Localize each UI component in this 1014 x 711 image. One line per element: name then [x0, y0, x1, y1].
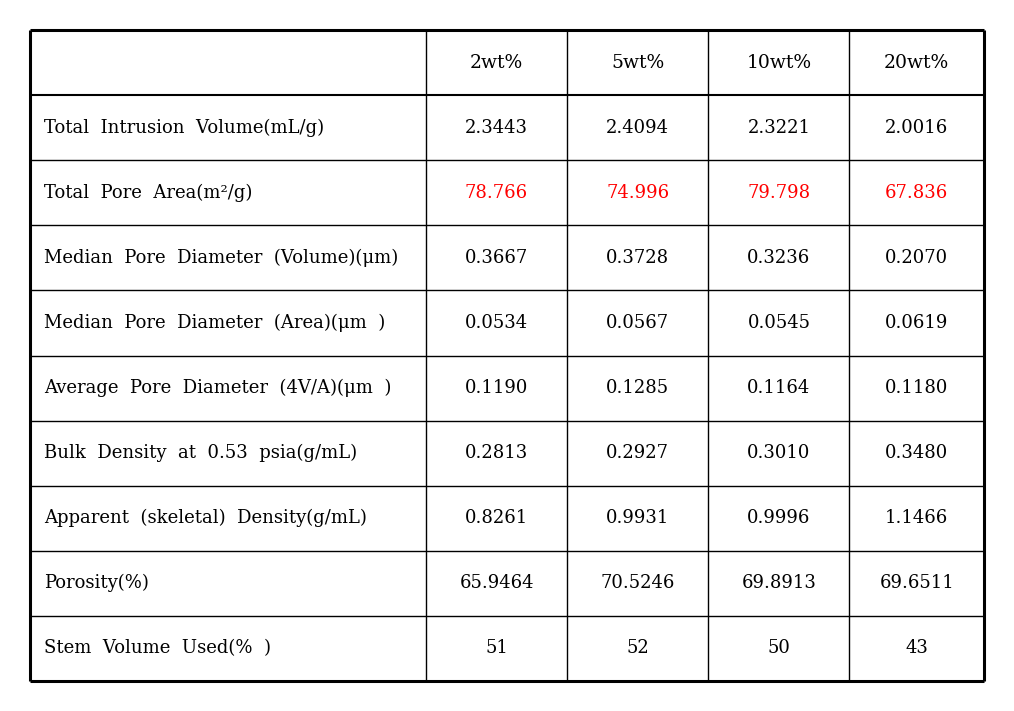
Text: 2.0016: 2.0016	[885, 119, 948, 137]
Text: Total  Pore  Area(m²/g): Total Pore Area(m²/g)	[44, 183, 252, 202]
Text: Average  Pore  Diameter  (4V/A)(μm  ): Average Pore Diameter (4V/A)(μm )	[44, 379, 391, 397]
Text: Total  Intrusion  Volume(mL/g): Total Intrusion Volume(mL/g)	[44, 119, 324, 137]
Text: 0.1164: 0.1164	[747, 379, 810, 397]
Text: 20wt%: 20wt%	[884, 53, 949, 72]
Text: 0.3728: 0.3728	[606, 249, 669, 267]
Text: 10wt%: 10wt%	[746, 53, 811, 72]
Text: 69.6511: 69.6511	[879, 574, 954, 592]
Text: 0.9931: 0.9931	[606, 509, 669, 528]
Text: 70.5246: 70.5246	[600, 574, 675, 592]
Text: 0.1190: 0.1190	[464, 379, 528, 397]
Text: 67.836: 67.836	[885, 183, 948, 202]
Text: 0.9996: 0.9996	[747, 509, 810, 528]
Text: 0.8261: 0.8261	[464, 509, 528, 528]
Text: 2.4094: 2.4094	[606, 119, 669, 137]
Text: Porosity(%): Porosity(%)	[44, 574, 149, 592]
Text: Stem  Volume  Used(%  ): Stem Volume Used(% )	[44, 639, 271, 658]
Text: 0.3010: 0.3010	[747, 444, 810, 462]
Text: Median  Pore  Diameter  (Volume)(μm): Median Pore Diameter (Volume)(μm)	[44, 249, 399, 267]
Text: 0.1180: 0.1180	[885, 379, 948, 397]
Text: 0.0545: 0.0545	[747, 314, 810, 332]
Text: 2.3443: 2.3443	[465, 119, 528, 137]
Text: Apparent  (skeletal)  Density(g/mL): Apparent (skeletal) Density(g/mL)	[44, 509, 367, 528]
Text: 0.0619: 0.0619	[885, 314, 948, 332]
Text: 0.2927: 0.2927	[606, 444, 669, 462]
Text: 0.1285: 0.1285	[606, 379, 669, 397]
Text: 0.3236: 0.3236	[747, 249, 810, 267]
Text: 0.2070: 0.2070	[885, 249, 948, 267]
Text: 50: 50	[768, 639, 790, 658]
Text: 1.1466: 1.1466	[885, 509, 948, 528]
Text: 0.0567: 0.0567	[606, 314, 669, 332]
Text: 74.996: 74.996	[606, 183, 669, 202]
Text: 0.2813: 0.2813	[464, 444, 528, 462]
Text: Median  Pore  Diameter  (Area)(μm  ): Median Pore Diameter (Area)(μm )	[44, 314, 385, 332]
Text: 2wt%: 2wt%	[469, 53, 523, 72]
Text: 0.3667: 0.3667	[464, 249, 528, 267]
Text: 79.798: 79.798	[747, 183, 810, 202]
Text: 43: 43	[906, 639, 928, 658]
Text: 52: 52	[627, 639, 649, 658]
Text: 2.3221: 2.3221	[747, 119, 810, 137]
Text: 51: 51	[485, 639, 508, 658]
Text: 78.766: 78.766	[465, 183, 528, 202]
Text: 65.9464: 65.9464	[459, 574, 533, 592]
Text: 0.0534: 0.0534	[465, 314, 528, 332]
Text: 69.8913: 69.8913	[741, 574, 816, 592]
Text: Bulk  Density  at  0.53  psia(g/mL): Bulk Density at 0.53 psia(g/mL)	[44, 444, 357, 462]
Text: 5wt%: 5wt%	[611, 53, 664, 72]
Text: 0.3480: 0.3480	[885, 444, 948, 462]
